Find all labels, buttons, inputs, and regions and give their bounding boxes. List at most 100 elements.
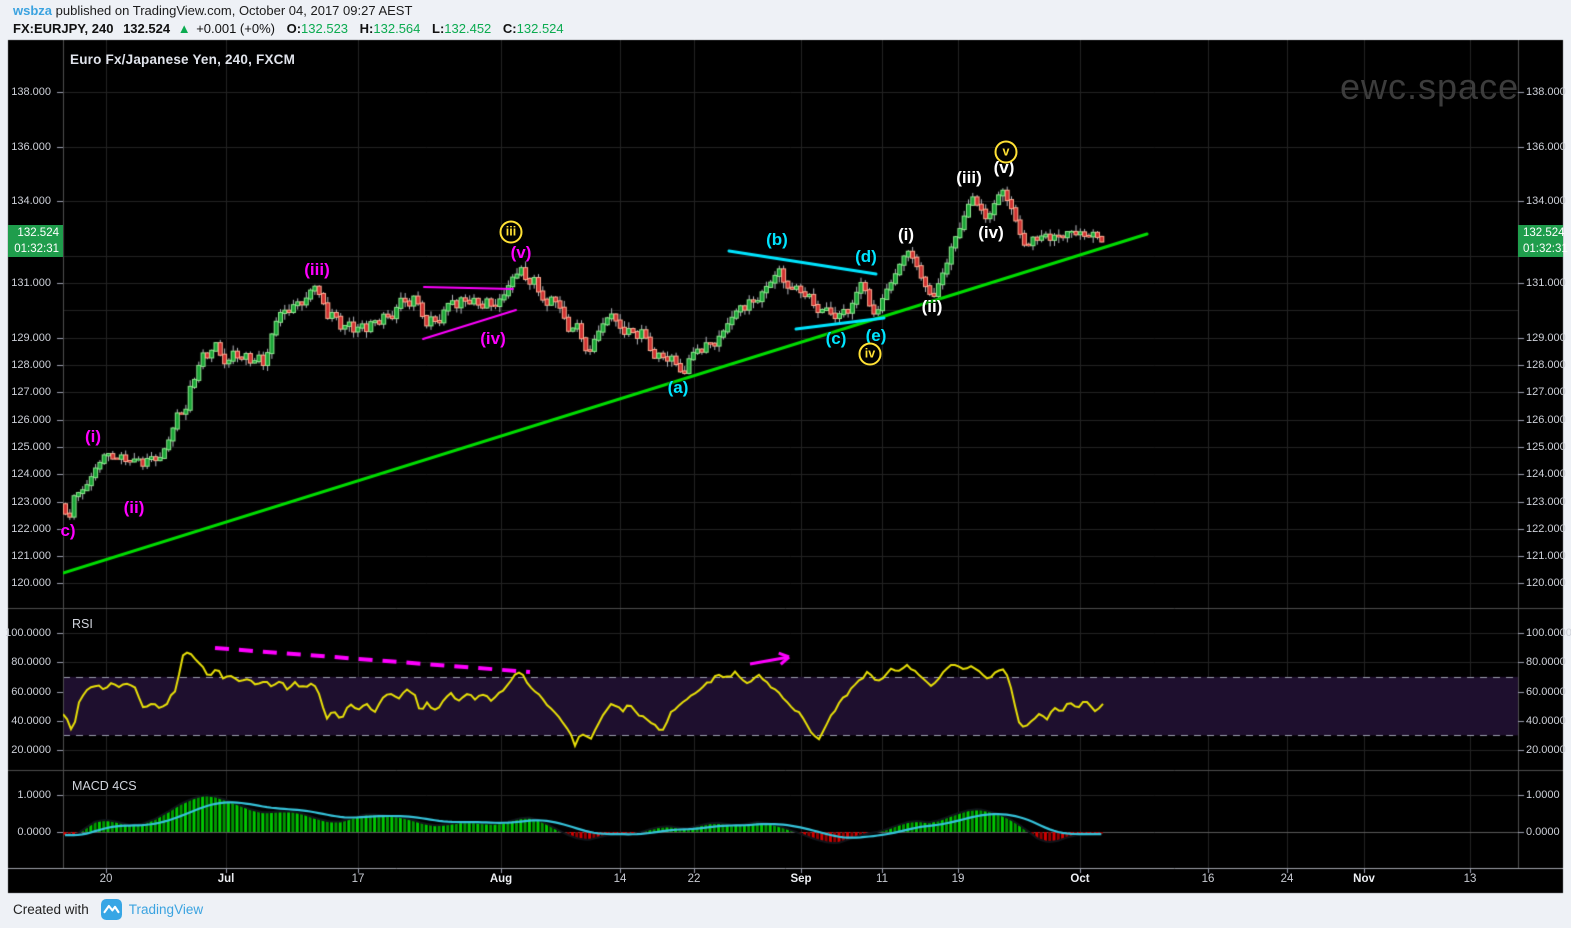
wave-label-b[interactable]: (b) — [766, 230, 788, 249]
price-tick-left: 136.000 — [11, 140, 51, 153]
wave-label-iii[interactable]: iii — [499, 220, 523, 244]
price-tick-left: 60.0000 — [11, 685, 51, 698]
price-scale-left[interactable]: 138.000 136.000 134.000 131.000 129.000 128.0… — [5, 40, 63, 868]
wave-label-ii[interactable]: (ii) — [123, 498, 145, 517]
macd-pane-label: MACD 4CS — [72, 779, 137, 793]
price-tick-left: 20.0000 — [11, 744, 51, 756]
price-tick-right: 121.000 — [1526, 550, 1566, 563]
wave-label-i[interactable]: (i) — [84, 427, 102, 446]
wave-label-iii[interactable]: (iii) — [956, 168, 982, 187]
wave-label-iv[interactable]: iv — [858, 342, 882, 366]
price-tick-left: 134.000 — [11, 195, 51, 208]
price-tick-left: 124.000 — [11, 468, 51, 481]
wave-label-i[interactable]: (i) — [897, 225, 915, 244]
wave-label-a[interactable]: (a) — [667, 378, 689, 397]
tradingview-link[interactable]: TradingView — [128, 902, 204, 917]
price-tick-left: 131.000 — [11, 277, 51, 290]
time-tick-13: 13 — [1463, 873, 1477, 885]
price-tick-right: 100.0000 — [1526, 627, 1571, 639]
close-value: 132.524 — [516, 21, 564, 36]
author-link[interactable]: wsbza — [13, 3, 53, 18]
watermark: ewc.space — [1340, 66, 1520, 107]
price-tick-right: 134.000 — [1526, 195, 1566, 208]
low-label: L: — [432, 21, 445, 36]
price-tick-left: 120.000 — [11, 577, 51, 590]
price-tick-right: 129.000 — [1526, 331, 1566, 344]
price-tick-right: 60.0000 — [1526, 685, 1566, 698]
price-tick-right: 80.0000 — [1526, 656, 1566, 669]
publish-header: wsbza published on TradingView.com, Octo… — [13, 3, 412, 18]
created-with-text: Created with — [13, 902, 89, 917]
time-tick-aug: Aug — [489, 873, 513, 885]
price-tick-right: 127.000 — [1526, 386, 1566, 399]
high-value: 132.564 — [373, 21, 421, 36]
time-tick-22: 22 — [687, 873, 701, 885]
price-tick-left: 123.000 — [11, 495, 51, 508]
time-tick-14: 14 — [613, 873, 627, 885]
price-tick-right: 131.000 — [1526, 277, 1566, 290]
publish-text: published on TradingView.com, October 04… — [52, 3, 413, 18]
price-tick-left: 125.000 — [11, 440, 51, 453]
wave-label-iv[interactable]: (iv) — [480, 329, 506, 348]
price-tick-left: 138.000 — [11, 86, 51, 98]
tag-price: 132.524 — [1523, 227, 1565, 239]
price-change: +0.001 (+0%) — [196, 21, 275, 36]
tag-countdown: 01:32:31 — [1523, 243, 1568, 255]
up-arrow-icon: ▲ — [177, 21, 191, 36]
last-price: 132.524 — [123, 21, 171, 36]
rsi-pane-label: RSI — [72, 617, 93, 631]
wave-label-ii[interactable]: (ii) — [921, 297, 943, 316]
price-tick-right: 136.000 — [1526, 140, 1566, 153]
tag-price: 132.524 — [17, 227, 59, 239]
open-label: O: — [286, 21, 302, 36]
chart-title: Euro Fx/Japanese Yen, 240, FXCM — [70, 52, 296, 67]
price-tick-right: 124.000 — [1526, 468, 1566, 481]
wave-label-e[interactable]: (e) — [865, 326, 887, 345]
price-tick-left: 80.0000 — [11, 656, 51, 669]
time-tick-sep: Sep — [790, 873, 812, 885]
price-tick-right: 126.000 — [1526, 413, 1566, 426]
price-tick-right: 128.000 — [1526, 359, 1566, 371]
time-tick-16: 16 — [1201, 873, 1215, 885]
tradingview-logo-icon[interactable] — [100, 899, 122, 920]
open-value: 132.523 — [301, 21, 349, 36]
price-tick-left: 0.0000 — [17, 826, 51, 838]
price-tick-left: 122.000 — [11, 522, 51, 535]
close-label: C: — [502, 21, 517, 36]
time-tick-20: 20 — [99, 873, 113, 885]
price-tick-right: 138.000 — [1526, 86, 1566, 98]
last-price-tag-right: 132.524 01:32:31 — [1518, 225, 1568, 257]
wave-label-d[interactable]: (d) — [855, 247, 877, 266]
wave-label-v[interactable]: (v) — [510, 243, 532, 262]
price-tick-right: 123.000 — [1526, 495, 1566, 508]
price-tick-right: 122.000 — [1526, 522, 1566, 535]
tag-countdown: 01:32:31 — [14, 243, 59, 255]
wave-label-v[interactable]: v — [994, 140, 1018, 164]
price-tick-right: 125.000 — [1526, 440, 1566, 453]
price-tick-left: 127.000 — [11, 386, 51, 399]
price-tick-right: 0.0000 — [1526, 826, 1560, 838]
time-tick-jul: Jul — [217, 873, 235, 885]
time-tick-19: 19 — [951, 873, 965, 885]
price-scale-right[interactable]: 138.000 136.000 134.000 131.000 129.000 128.0… — [1518, 40, 1571, 868]
wave-label-c[interactable]: c) — [60, 521, 76, 540]
low-value: 132.452 — [444, 21, 492, 36]
price-tick-left: 126.000 — [11, 413, 51, 426]
time-tick-11: 11 — [876, 873, 888, 885]
price-tick-left: 1.0000 — [17, 789, 51, 801]
price-tick-right: 20.0000 — [1526, 744, 1566, 756]
wave-label-c[interactable]: (c) — [825, 329, 847, 348]
time-tick-24: 24 — [1280, 873, 1294, 885]
wave-label-iv[interactable]: (iv) — [978, 223, 1004, 242]
price-tick-right: 1.0000 — [1526, 789, 1560, 801]
time-tick-17: 17 — [351, 873, 365, 885]
price-tick-left: 100.0000 — [5, 627, 51, 639]
price-tick-left: 121.000 — [11, 550, 51, 563]
time-tick-nov: Nov — [1353, 873, 1375, 885]
symbol-info-bar: FX:EURJPY, 240 132.524 ▲ +0.001 (+0%) O:… — [13, 21, 564, 36]
symbol-name: FX:EURJPY, 240 — [13, 21, 114, 36]
high-label: H: — [359, 21, 374, 36]
wave-label-iii[interactable]: (iii) — [304, 260, 330, 279]
